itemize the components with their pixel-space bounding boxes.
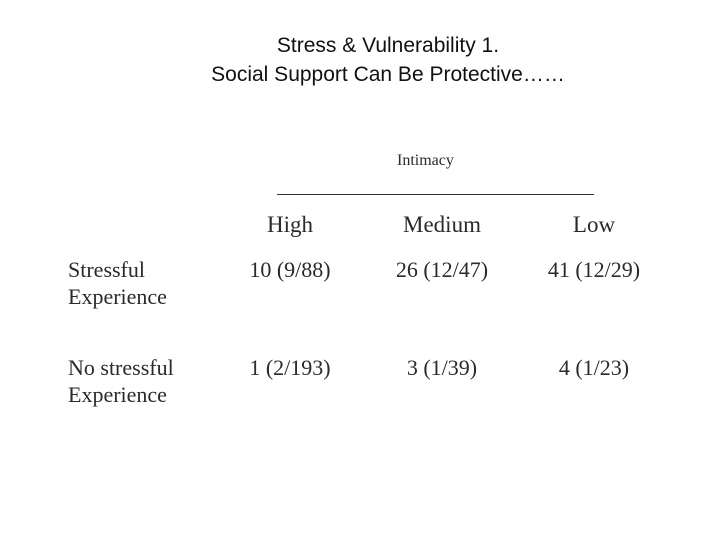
table-caption-intimacy: Intimacy — [397, 152, 454, 169]
table-cell: 10 (9/88) — [249, 257, 331, 282]
table-cell: 1 (2/193) — [249, 355, 331, 380]
column-header-medium: Medium — [403, 212, 481, 237]
row-label-stressful-experience: Stressful Experience — [68, 256, 238, 310]
row-label-line: Experience — [68, 284, 167, 309]
table-cell: 3 (1/39) — [406, 355, 478, 380]
row-label-line: Experience — [68, 382, 167, 407]
table-caption-rule — [277, 194, 594, 195]
column-header-low: Low — [572, 212, 616, 237]
column-header-high: High — [267, 212, 313, 237]
row-label-no-stressful-experience: No stressful Experience — [68, 354, 238, 408]
slide-title-line-2: Social Support Can Be Protective…… — [211, 63, 565, 86]
table-cell: 26 (12/47) — [395, 257, 489, 282]
row-label-line: No stressful — [68, 355, 174, 380]
table-cell: 4 (1/23) — [558, 355, 630, 380]
table-cell: 41 (12/29) — [547, 257, 641, 282]
row-label-line: Stressful — [68, 257, 145, 282]
slide-title-line-1: Stress & Vulnerability 1. — [276, 34, 500, 57]
